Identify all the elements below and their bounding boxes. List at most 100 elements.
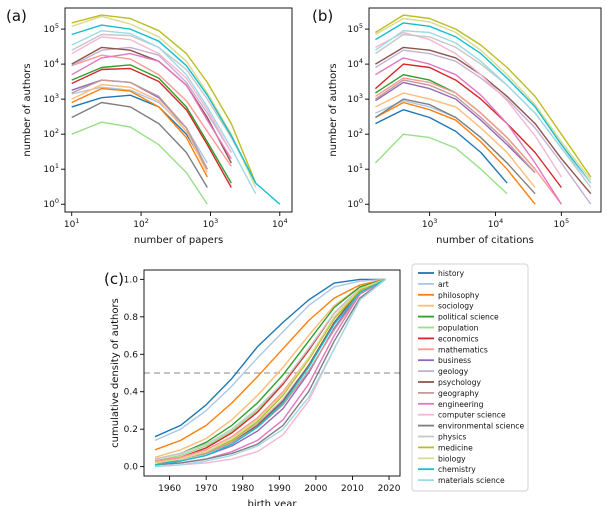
chart-a-x-tick-label: 103 (203, 217, 219, 230)
chart-c-series-philosophy (154, 278, 386, 451)
chart-c-series-political-science (154, 278, 386, 460)
chart-a-axes-frame (64, 7, 293, 213)
legend-frame (411, 263, 529, 492)
chart-a-series-biology (71, 15, 257, 188)
chart-b-series-environmental-science (375, 98, 536, 195)
chart-b-y-tick-label: 100 (347, 197, 363, 210)
chart-a-series-population (71, 121, 208, 205)
chart-a-y-tick-label: 100 (43, 197, 59, 210)
chart-b-y-tick-label: 104 (347, 57, 363, 70)
chart-a-x-tick-label: 102 (133, 217, 149, 230)
chart-c-series-history (154, 278, 386, 438)
chart-b-x-tick-label: 104 (488, 217, 504, 230)
chart-b-series-business (375, 81, 536, 174)
legend-entry: computer science (438, 411, 506, 420)
legend-entry: geography (438, 389, 479, 398)
chart-b-series-philosophy (375, 101, 536, 205)
chart-c-series-chemistry (154, 278, 386, 466)
chart-a-y-axis-label: number of authors (22, 63, 33, 156)
chart-c-axes-frame (143, 269, 401, 477)
legend-entry: mathematics (438, 345, 488, 354)
chart-c-x-tick-label: 2010 (341, 484, 364, 494)
chart-a-x-tick-label: 101 (64, 217, 80, 230)
panel-label-b: (b) (312, 7, 333, 25)
chart-b-series-economics (374, 63, 562, 188)
legend-entry: psychology (438, 378, 481, 387)
chart-c-x-tick-label: 1980 (231, 484, 254, 494)
chart-a-series-economics (71, 67, 232, 188)
legend-entry: environmental science (438, 422, 524, 431)
chart-a-series-geography (71, 79, 208, 170)
chart-c-x-axis-label: birth year (248, 499, 298, 506)
legend-entry: geology (438, 367, 469, 376)
legend-entry: philosophy (438, 291, 480, 300)
chart-a-series-chemistry (71, 24, 281, 205)
chart-a-x-axis-label: number of papers (134, 235, 223, 246)
chart-c-x-tick-label: 1990 (268, 484, 291, 494)
chart-b-series-population (374, 133, 508, 195)
chart-b-series-materials-science (374, 30, 592, 184)
chart-b-x-axis-label: number of citations (436, 235, 534, 246)
chart-a-y-tick-label: 105 (43, 22, 59, 35)
chart-a-series-environmental-science (71, 101, 208, 188)
chart-c-x-tick-label: 2000 (304, 484, 327, 494)
chart-a-series-sociology (71, 83, 208, 173)
legend-entry: political science (438, 313, 499, 322)
legend-entry: sociology (438, 302, 474, 311)
chart-a-x-tick-label: 104 (272, 217, 288, 230)
legend: history art philosophy sociology political s… (411, 263, 529, 492)
chart-a: 101 102 103 104 100 101 102 103 104 105 number of … (22, 7, 293, 246)
chart-b-series-geography (375, 79, 536, 174)
chart-c-y-axis-label: cumulative density of authors (110, 298, 121, 448)
chart-b-y-tick-label: 101 (347, 162, 363, 175)
chart-c-y-tick-label: 0.4 (124, 388, 139, 398)
legend-entry: physics (438, 433, 466, 442)
chart-a-series-philosophy (71, 87, 208, 178)
legend-entry: art (438, 280, 449, 289)
chart-b-series-history (375, 109, 508, 184)
chart-b-series-geology (375, 49, 592, 205)
chart-b-series-chemistry (375, 22, 592, 184)
chart-c: 1960 1970 1980 1990 2000 2010 2020 0.0 0.2 0.4 0.6… (110, 269, 401, 506)
chart-b-x-tick-label: 103 (422, 217, 438, 230)
chart-b-y-tick-label: 103 (347, 92, 363, 105)
chart-a-y-tick-label: 104 (43, 57, 59, 70)
chart-a-y-tick-label: 101 (43, 162, 59, 175)
chart-a-series-geology (71, 46, 232, 153)
chart-a-series-materials-science (71, 30, 257, 195)
chart-b-series-engineering (375, 57, 562, 205)
chart-c-y-tick-label: 1.0 (124, 275, 139, 285)
chart-c-series-environmental-science (154, 278, 386, 466)
chart-a-series-medicine (71, 14, 257, 184)
chart-c-series-materials-science (154, 278, 386, 468)
chart-b-y-tick-label: 105 (347, 22, 363, 35)
chart-a-y-tick-label: 103 (43, 92, 59, 105)
chart-b-series-medicine (375, 14, 592, 178)
chart-a-series-computer-science (71, 36, 232, 153)
chart-c-series-art (154, 278, 386, 442)
chart-c-series-physics (154, 278, 386, 460)
chart-b-y-tick-label: 102 (347, 127, 363, 140)
chart-b-series-mathematics (375, 77, 562, 205)
legend-entry: chemistry (438, 465, 476, 474)
legend-entry: business (438, 356, 471, 365)
legend-entry: history (438, 269, 465, 278)
panel-label-c: (c) (104, 270, 124, 288)
chart-a-series-engineering (71, 52, 232, 160)
panel-label-a: (a) (6, 7, 27, 25)
chart-a-series-history (71, 94, 208, 170)
chart-c-series-sociology (154, 278, 386, 458)
chart-c-x-tick-label: 1970 (195, 484, 218, 494)
chart-b-axes-frame (368, 7, 602, 213)
chart-a-y-tick-label: 102 (43, 127, 59, 140)
chart-b: 103 104 105 100 101 102 103 104 105 number of cit… (328, 7, 602, 246)
legend-entry: population (438, 324, 479, 333)
chart-c-x-tick-label: 1960 (158, 484, 181, 494)
chart-c-y-tick-label: 0.8 (124, 313, 139, 323)
chart-c-y-tick-label: 0.6 (124, 350, 139, 360)
chart-b-x-tick-label: 105 (554, 217, 570, 230)
chart-a-series-physics (71, 33, 257, 184)
legend-entry: economics (438, 334, 479, 343)
chart-c-y-tick-label: 0.2 (124, 425, 138, 435)
